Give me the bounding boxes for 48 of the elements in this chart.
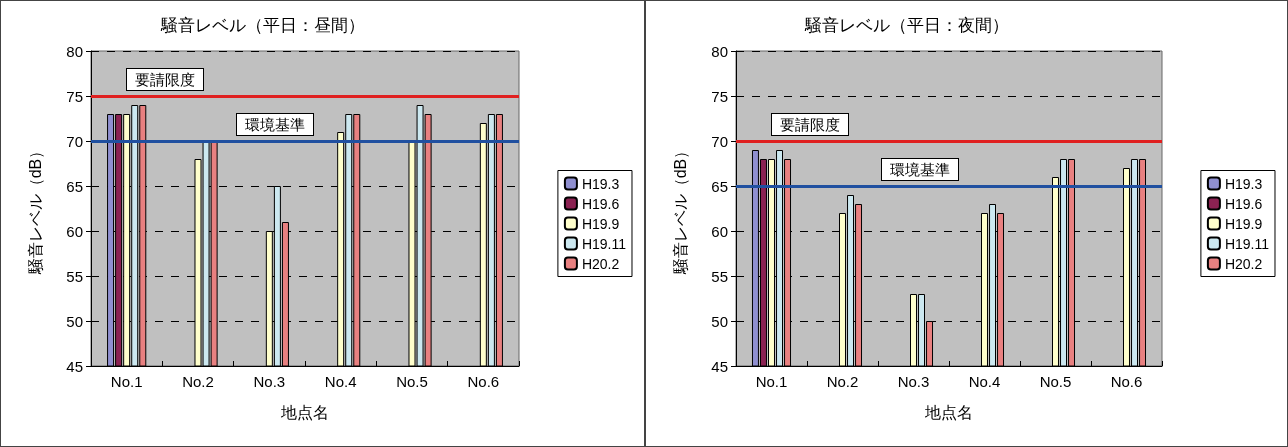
legend-label: H20.2 <box>1224 255 1263 272</box>
x-tick-label: No.5 <box>1039 373 1072 390</box>
ref-line-label: 要請限度 <box>135 70 195 89</box>
y-axis-title: 騒音レベル（dB） <box>671 142 689 276</box>
x-axis-title: 地点名 <box>280 403 329 421</box>
y-tick-label: 75 <box>66 87 83 105</box>
legend-label: H19.6 <box>1224 195 1263 212</box>
x-tick-label: No.1 <box>110 373 143 390</box>
x-tick-label: No.5 <box>396 373 428 390</box>
legend-label: H19.6 <box>581 195 620 212</box>
x-tick-label: No.2 <box>826 373 859 390</box>
y-tick-label: 45 <box>711 357 728 375</box>
legend-label: H19.3 <box>581 175 620 192</box>
legend-label: H19.3 <box>1224 175 1263 192</box>
y-tick-label: 60 <box>66 222 83 240</box>
y-tick-label: 70 <box>66 132 83 150</box>
chart-title: 騒音レベル（平日：昼間） <box>160 14 366 35</box>
y-tick-label: 65 <box>711 177 728 195</box>
x-tick-label: No.4 <box>968 373 1001 390</box>
x-tick-label: No.2 <box>182 373 214 390</box>
legend-label: H20.2 <box>581 255 620 272</box>
legend-label: H19.11 <box>581 235 627 252</box>
y-tick-label: 80 <box>711 42 728 60</box>
y-tick-label: 50 <box>711 312 728 330</box>
x-tick-label: No.1 <box>755 373 788 390</box>
x-tick-label: No.6 <box>467 373 500 390</box>
legend-label: H19.9 <box>581 215 620 232</box>
y-axis-title: 騒音レベル（dB） <box>26 142 44 276</box>
x-tick-label: No.3 <box>897 373 930 390</box>
ref-line-label: 環境基準 <box>245 115 305 134</box>
legend-label: H19.9 <box>1224 215 1263 232</box>
y-tick-label: 60 <box>711 222 728 240</box>
x-tick-label: No.6 <box>1110 373 1143 390</box>
y-tick-label: 55 <box>711 267 728 285</box>
y-tick-label: 50 <box>66 312 83 330</box>
ref-line-label: 要請限度 <box>780 115 840 134</box>
y-tick-label: 80 <box>66 42 83 60</box>
y-tick-label: 75 <box>711 87 728 105</box>
ref-line-label: 環境基準 <box>890 160 950 179</box>
y-tick-label: 55 <box>66 267 83 285</box>
legend-label: H19.11 <box>1224 235 1270 252</box>
x-tick-label: No.3 <box>253 373 286 390</box>
x-axis-title: 地点名 <box>924 403 973 421</box>
chart-title: 騒音レベル（平日：夜間） <box>804 14 1010 35</box>
y-tick-label: 45 <box>66 357 83 375</box>
y-tick-label: 70 <box>711 132 728 150</box>
x-tick-label: No.4 <box>324 373 357 390</box>
y-tick-label: 65 <box>66 177 83 195</box>
